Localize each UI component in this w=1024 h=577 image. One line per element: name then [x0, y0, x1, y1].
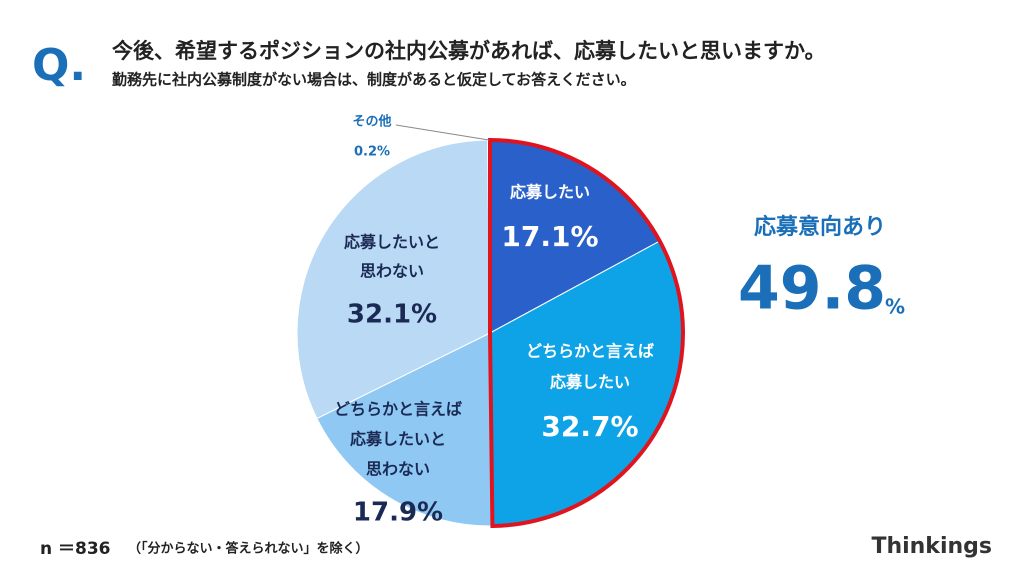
highlight-unit: %: [885, 295, 905, 319]
slice-label: 応募したい: [550, 373, 630, 392]
pie-slice: [296, 139, 491, 420]
sample-note: （「分からない・答えられない」を除く）: [128, 541, 369, 557]
value-label: 17.1%: [501, 220, 598, 253]
highlight-label: 応募意向あり: [754, 214, 886, 240]
sample-size: n ＝836: [40, 539, 111, 559]
value-label: 0.2%: [354, 145, 390, 160]
pie-slice: [316, 332, 493, 527]
slice-label: その他: [352, 114, 391, 130]
value-label: 32.1%: [347, 300, 437, 330]
slice-label: 思わない: [366, 460, 430, 479]
chart-title: 今後、希望するポジションの社内公募があれば、応募したいと思いますか。: [112, 39, 826, 63]
highlight-outline: [488, 137, 685, 529]
slice-label: 思わない: [360, 262, 424, 281]
slice-label: 応募したいと: [350, 430, 446, 449]
value-label: 32.7%: [541, 410, 638, 443]
slice-label: 応募したいと: [344, 233, 440, 252]
q-mark: Q.: [32, 40, 86, 91]
slice-label: 応募したい: [510, 183, 590, 202]
leader-line: [395, 124, 489, 141]
slice-label: どちらかと言えば: [334, 400, 462, 419]
highlight-value: 49.8: [738, 254, 886, 324]
brand: Thinkings: [871, 534, 992, 559]
chart-subtitle: 勤務先に社内公募制度がない場合は、制度があると仮定してお答えください。: [112, 71, 636, 89]
value-label: 17.9%: [353, 498, 443, 528]
slice-label: どちらかと言えば: [526, 342, 654, 361]
